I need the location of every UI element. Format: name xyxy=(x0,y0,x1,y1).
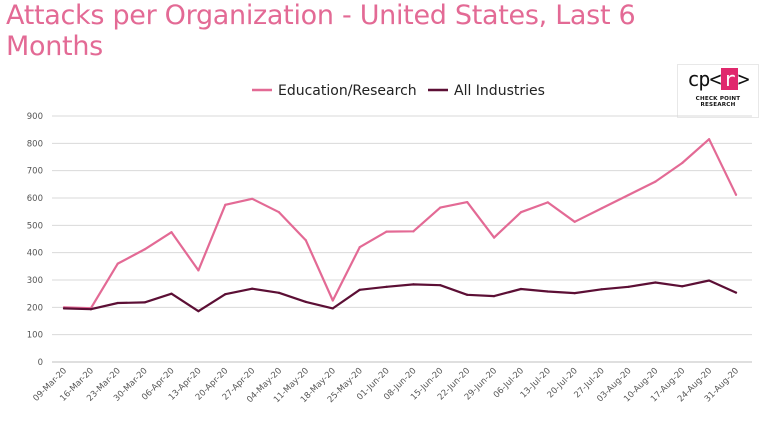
data-point-education xyxy=(439,206,442,209)
y-tick-label: 200 xyxy=(27,303,43,313)
data-point-education xyxy=(304,239,308,242)
legend-label-education: Education/Research xyxy=(278,83,417,99)
data-point-education xyxy=(600,207,603,210)
data-point-all xyxy=(492,295,496,298)
y-tick-label: 900 xyxy=(27,112,43,122)
data-point-all xyxy=(600,288,603,291)
data-point-education xyxy=(627,193,630,197)
logo-mark-boxed: r xyxy=(720,68,738,90)
data-point-education xyxy=(681,161,684,165)
y-tick-label: 600 xyxy=(27,194,43,204)
legend-label-all: All Industries xyxy=(454,83,545,99)
logo-mark-left: cp< xyxy=(687,67,721,91)
data-point-all xyxy=(627,285,630,288)
data-point-education xyxy=(546,201,549,204)
series-line-all xyxy=(62,279,738,313)
data-point-education xyxy=(358,246,361,249)
data-point-education xyxy=(466,201,469,204)
data-point-all xyxy=(412,283,415,286)
data-point-education xyxy=(331,299,334,302)
data-point-education xyxy=(385,230,388,233)
y-tick-label: 0 xyxy=(38,358,43,368)
data-point-all xyxy=(304,300,308,303)
y-tick-label: 700 xyxy=(27,167,43,177)
data-point-all xyxy=(654,281,657,284)
y-tick-label: 500 xyxy=(27,221,43,231)
data-point-all xyxy=(734,291,738,294)
logo-mark-right: > xyxy=(737,67,750,91)
series-line-education xyxy=(62,138,738,310)
data-point-education xyxy=(116,262,119,265)
data-point-education xyxy=(197,269,200,272)
chart-title: Attacks per Organization - United States… xyxy=(6,0,636,62)
gridlines xyxy=(52,115,752,363)
data-point-all xyxy=(439,284,442,287)
y-tick-label: 400 xyxy=(27,249,43,259)
data-point-all xyxy=(89,308,92,311)
data-point-all xyxy=(62,307,66,310)
data-point-education xyxy=(412,230,415,233)
data-point-all xyxy=(251,287,254,290)
y-tick-label: 300 xyxy=(27,276,43,286)
check-point-research-logo: cp< r > CHECK POINT RESEARCH xyxy=(677,64,759,118)
data-point-all xyxy=(385,285,388,288)
data-point-all xyxy=(197,310,200,313)
data-point-all xyxy=(331,307,334,310)
data-point-all xyxy=(143,301,146,304)
data-point-all xyxy=(224,293,227,296)
x-axis-ticks: 09-Mar-2016-Mar-2023-Mar-2030-Mar-2006-A… xyxy=(31,366,741,405)
y-tick-label: 800 xyxy=(27,139,43,149)
data-point-education xyxy=(492,236,496,239)
data-point-education xyxy=(734,193,738,196)
data-point-all xyxy=(708,279,711,282)
data-point-all xyxy=(466,293,469,296)
series-lines xyxy=(62,138,738,313)
data-point-education xyxy=(519,211,523,214)
data-point-education xyxy=(654,180,657,183)
logo-subtitle: CHECK POINT RESEARCH xyxy=(695,96,741,108)
logo-mark: cp< r > xyxy=(678,67,758,91)
data-point-all xyxy=(116,301,119,305)
data-point-education xyxy=(573,220,576,223)
data-point-all xyxy=(170,292,173,295)
data-point-education xyxy=(708,138,711,141)
data-point-education xyxy=(224,203,227,206)
data-point-all xyxy=(358,288,361,291)
data-point-all xyxy=(681,285,684,288)
data-point-education xyxy=(277,211,281,214)
data-point-all xyxy=(277,291,281,294)
y-tick-label: 100 xyxy=(27,331,43,341)
data-point-education xyxy=(170,231,173,234)
data-point-education xyxy=(143,248,146,251)
legend: Education/Research All Industries xyxy=(252,83,545,99)
y-axis-ticks: 0 100 200 300 400 500 600 700 800 900 xyxy=(27,112,43,368)
data-point-all xyxy=(546,290,549,293)
data-point-education xyxy=(251,197,254,200)
data-point-all xyxy=(573,292,576,295)
data-point-all xyxy=(519,287,523,291)
